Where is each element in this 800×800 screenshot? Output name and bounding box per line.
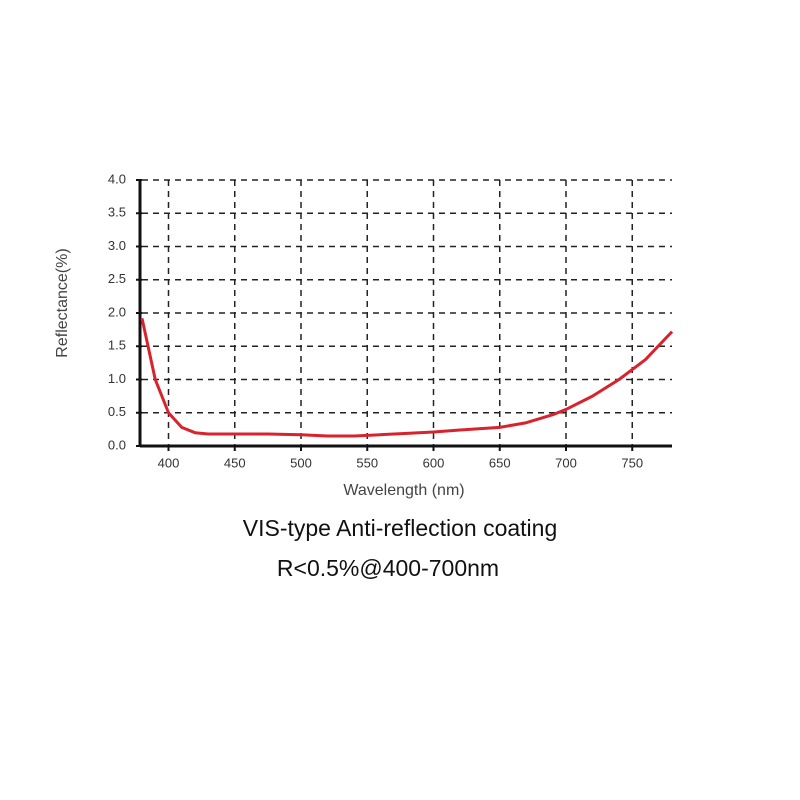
x-tick-label: 450 bbox=[224, 455, 246, 470]
y-tick-label: 0.5 bbox=[108, 404, 126, 419]
y-tick-label: 4.0 bbox=[108, 171, 126, 186]
y-tick-label: 1.0 bbox=[108, 371, 126, 386]
y-tick-label: 1.5 bbox=[108, 338, 126, 353]
x-tick-label: 500 bbox=[290, 455, 312, 470]
annotation: R<0.5%@400-700nm bbox=[277, 555, 499, 581]
x-tick-label: 550 bbox=[356, 455, 378, 470]
x-axis-label: Wavelength (nm) bbox=[343, 482, 464, 499]
y-tick-label: 3.0 bbox=[108, 238, 126, 253]
x-tick-label: 750 bbox=[621, 455, 643, 470]
x-tick-label: 650 bbox=[489, 455, 511, 470]
x-tick-label: 400 bbox=[158, 455, 180, 470]
data-line bbox=[140, 318, 674, 438]
y-tick-label: 2.0 bbox=[108, 304, 126, 319]
y-tick-label: 3.5 bbox=[108, 205, 126, 220]
x-tick-label: 600 bbox=[423, 455, 445, 470]
y-tick-label: 0.0 bbox=[108, 437, 126, 452]
annotation: VIS-type Anti-reflection coating bbox=[243, 515, 558, 541]
y-axis-label: Reflectance(%) bbox=[54, 248, 71, 357]
y-tick-label: 2.5 bbox=[108, 271, 126, 286]
x-tick-label: 700 bbox=[555, 455, 577, 470]
